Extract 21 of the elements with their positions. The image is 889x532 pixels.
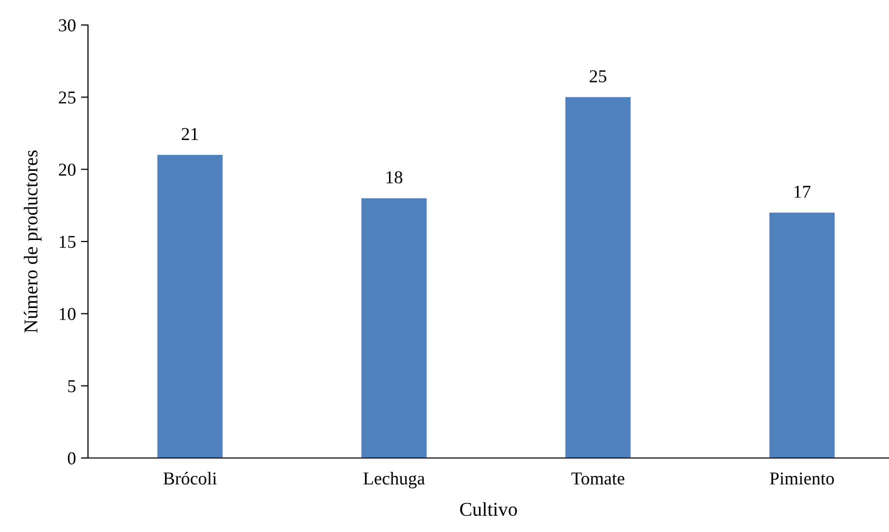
x-axis-title: Cultivo bbox=[460, 502, 517, 516]
bar bbox=[769, 212, 835, 458]
y-tick-label: 30 bbox=[59, 19, 76, 32]
bar bbox=[157, 154, 223, 458]
y-tick-label: 5 bbox=[68, 380, 76, 392]
y-tick-label: 20 bbox=[58, 164, 76, 176]
x-tick-label: Brócoli bbox=[163, 472, 217, 485]
x-tick-label: Pimiento bbox=[770, 472, 834, 485]
x-tick-label: Lechuga bbox=[363, 472, 425, 488]
data-label: 25 bbox=[590, 70, 606, 82]
data-label: 21 bbox=[182, 128, 198, 140]
bar bbox=[565, 97, 631, 458]
y-tick-label: 0 bbox=[68, 452, 76, 464]
y-tick-label: 25 bbox=[58, 91, 76, 104]
y-tick-label: 15 bbox=[60, 236, 76, 248]
y-tick-label: 10 bbox=[60, 308, 76, 320]
y-axis-title: Número de productores bbox=[24, 150, 42, 333]
x-tick-label: Tomate bbox=[571, 472, 624, 485]
data-label: 18 bbox=[386, 171, 402, 184]
bar bbox=[361, 198, 427, 458]
data-label: 17 bbox=[794, 186, 811, 198]
